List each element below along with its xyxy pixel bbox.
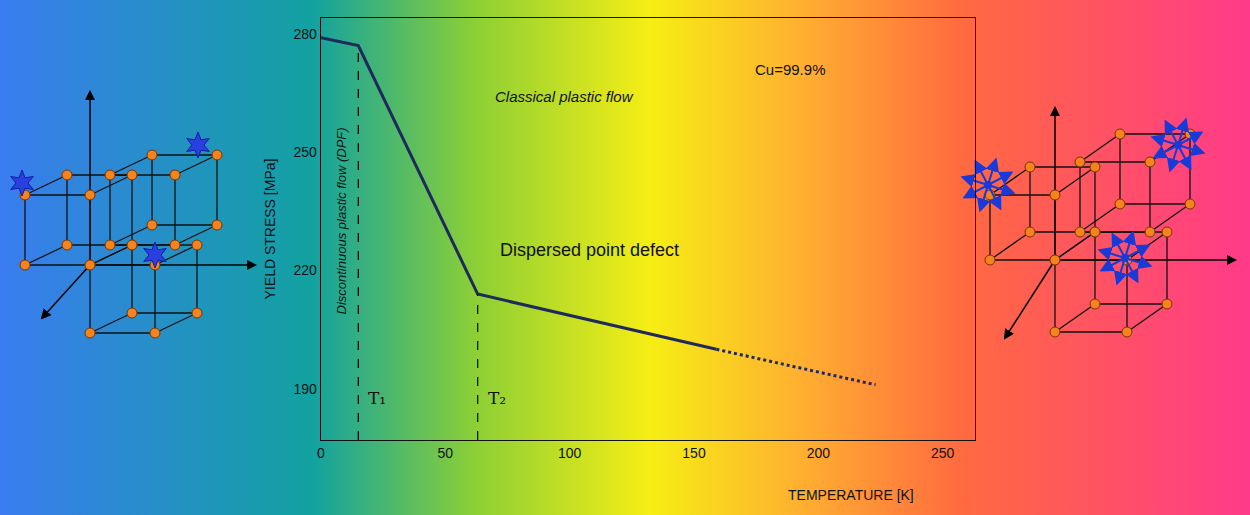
svg-text:Dispersed point defect: Dispersed point defect	[500, 240, 679, 260]
svg-text:T₁: T₁	[368, 388, 386, 408]
svg-text:220: 220	[294, 262, 318, 278]
svg-text:Classical plastic flow: Classical plastic flow	[495, 88, 634, 105]
svg-text:Cu=99.9%: Cu=99.9%	[755, 61, 825, 78]
svg-text:100: 100	[558, 445, 582, 461]
svg-text:YIELD STRESS [MPa]: YIELD STRESS [MPa]	[262, 159, 278, 300]
svg-text:TEMPERATURE [K]: TEMPERATURE [K]	[788, 487, 914, 503]
svg-text:T₂: T₂	[488, 388, 506, 408]
svg-text:280: 280	[294, 26, 318, 42]
svg-text:200: 200	[807, 445, 831, 461]
svg-text:190: 190	[294, 381, 318, 397]
svg-text:0: 0	[317, 445, 325, 461]
svg-text:50: 50	[438, 445, 454, 461]
svg-text:150: 150	[682, 445, 706, 461]
svg-text:250: 250	[294, 144, 318, 160]
svg-text:Discontinuous plastic flow (DP: Discontinuous plastic flow (DPF)	[334, 127, 349, 314]
svg-text:250: 250	[931, 445, 955, 461]
